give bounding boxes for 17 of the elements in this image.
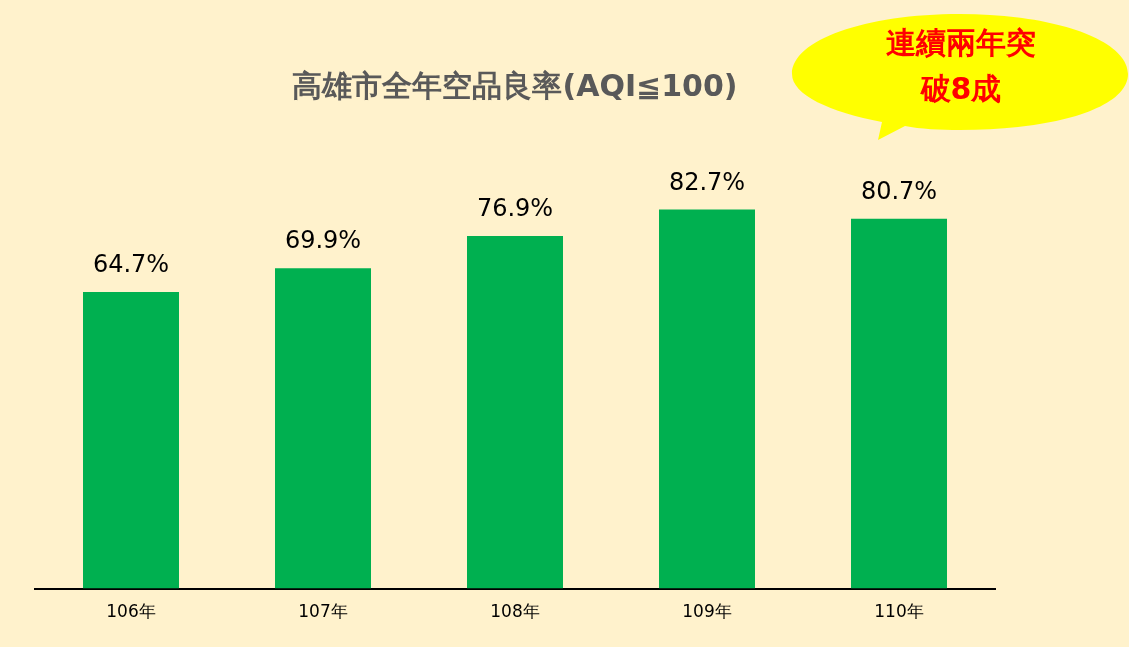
x-tick-label: 109年 (682, 601, 732, 622)
x-tick-label: 107年 (298, 601, 348, 622)
data-label: 69.9% (284, 226, 362, 255)
data-label: 64.7% (92, 250, 170, 279)
data-label: 76.9% (476, 194, 554, 223)
bar (851, 218, 947, 589)
data-label: 82.7% (668, 167, 746, 196)
chart-title: 高雄市全年空品良率(AQI≦100) (292, 67, 738, 103)
x-tick-label: 108年 (490, 601, 540, 622)
x-tick-label: 110年 (874, 601, 924, 622)
x-tick-label: 106年 (106, 601, 156, 622)
bar (275, 268, 371, 589)
data-label: 80.7% (860, 176, 938, 205)
bar (659, 209, 755, 589)
text: 連續兩年突破8成 (885, 24, 1037, 108)
bar (83, 291, 179, 589)
bar (467, 236, 563, 589)
